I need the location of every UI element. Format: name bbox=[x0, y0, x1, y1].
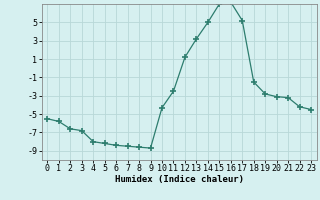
X-axis label: Humidex (Indice chaleur): Humidex (Indice chaleur) bbox=[115, 175, 244, 184]
